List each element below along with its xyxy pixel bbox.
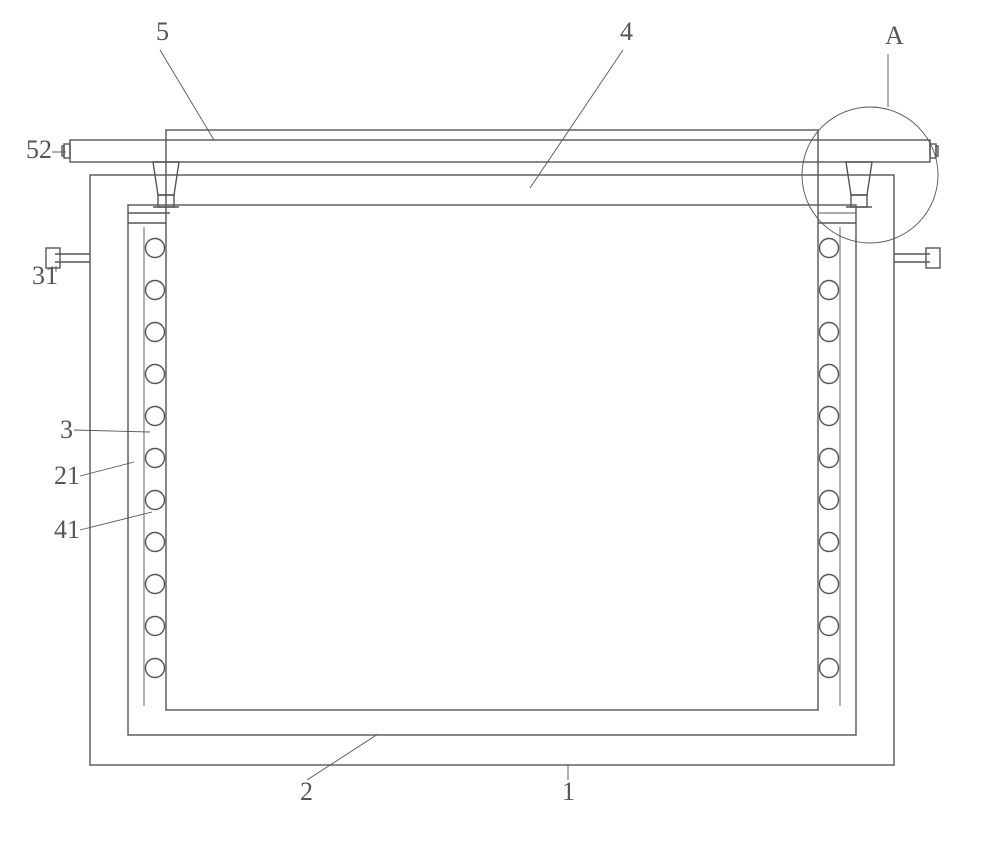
label-2: 2: [300, 777, 313, 806]
right-ball-8: [820, 575, 839, 594]
outer-housing: [90, 175, 894, 765]
inner-vessel: [166, 130, 818, 710]
label-3: 3: [60, 415, 73, 444]
label-A: A: [885, 21, 904, 50]
bolt-left: [64, 144, 70, 158]
left-ball-2: [146, 323, 165, 342]
bolt-right-cap: [936, 146, 938, 156]
label-41: 41: [54, 515, 80, 544]
leader-5: [160, 50, 214, 140]
leader-2: [307, 734, 378, 780]
label-31: 31: [32, 261, 58, 290]
right-ball-10: [820, 659, 839, 678]
right-ball-1: [820, 281, 839, 300]
right-ball-6: [820, 491, 839, 510]
left-ball-7: [146, 533, 165, 552]
left-ball-1: [146, 281, 165, 300]
right-ball-7: [820, 533, 839, 552]
left-ball-4: [146, 407, 165, 426]
right-bearing-cup: [846, 162, 872, 195]
right-ball-0: [820, 239, 839, 258]
right-ball-2: [820, 323, 839, 342]
label-21: 21: [54, 461, 80, 490]
leader-3: [74, 430, 150, 432]
left-ball-0: [146, 239, 165, 258]
leader-4: [530, 50, 623, 188]
right-ball-4: [820, 407, 839, 426]
left-ball-5: [146, 449, 165, 468]
leader-41: [80, 512, 152, 530]
label-1: 1: [562, 777, 575, 806]
mid-housing: [128, 205, 856, 735]
left-ball-10: [146, 659, 165, 678]
label-52: 52: [26, 135, 52, 164]
left-ball-3: [146, 365, 165, 384]
left-ball-9: [146, 617, 165, 636]
leader-21: [80, 462, 134, 476]
label-4: 4: [620, 17, 633, 46]
right-handle-head: [926, 248, 940, 268]
left-ball-6: [146, 491, 165, 510]
label-5: 5: [156, 17, 169, 46]
right-ball-9: [820, 617, 839, 636]
top-rail: [70, 140, 930, 162]
left-ball-8: [146, 575, 165, 594]
bolt-left-cap: [62, 146, 64, 156]
right-ball-3: [820, 365, 839, 384]
right-ball-5: [820, 449, 839, 468]
